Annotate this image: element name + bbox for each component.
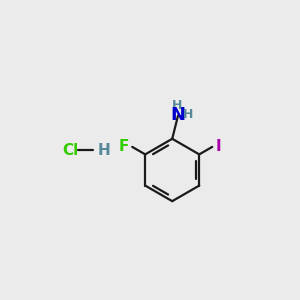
Text: N: N: [170, 106, 185, 124]
Text: H: H: [97, 143, 110, 158]
Text: Cl: Cl: [62, 143, 79, 158]
Text: H: H: [172, 99, 182, 112]
Text: H: H: [182, 108, 193, 121]
Text: I: I: [216, 140, 221, 154]
Text: F: F: [118, 140, 129, 154]
